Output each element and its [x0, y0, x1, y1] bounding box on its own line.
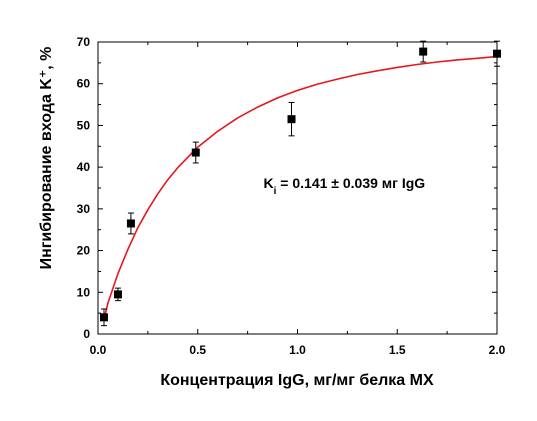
- ki-annotation: Ki = 0.141 ± 0.039 мг IgG: [264, 175, 426, 197]
- y-tick-label: 0: [83, 327, 90, 341]
- y-tick-label: 60: [77, 77, 91, 91]
- x-axis-title: Концентрация IgG, мг/мг белка МХ: [160, 372, 434, 389]
- x-tick-label: 0.5: [189, 343, 206, 357]
- fit-curve: [103, 55, 498, 320]
- y-tick-label: 20: [77, 244, 91, 258]
- chart-labels: Концентрация IgG, мг/мг белка МХ Ингибир…: [38, 47, 434, 389]
- y-tick-label: 30: [77, 202, 91, 216]
- y-tick-label: 70: [77, 35, 91, 49]
- x-tick-label: 1.0: [289, 343, 306, 357]
- y-axis-title: Ингибирование входа K⁺, %: [38, 47, 55, 270]
- x-tick-label: 1.5: [389, 343, 406, 357]
- data-point: [126, 219, 135, 228]
- x-tick-label: 0.0: [90, 343, 107, 357]
- data-point: [191, 148, 200, 157]
- axes: 0.0 0.5 1.0 1.5 2.0 0 10 20 30 40 50 60 70: [77, 35, 506, 357]
- data-point: [419, 47, 428, 56]
- ki-prefix: K: [264, 175, 274, 191]
- ki-value: = 0.141 ± 0.039 мг IgG: [276, 175, 425, 191]
- y-tick-label: 10: [77, 285, 91, 299]
- y-tick-label: 50: [77, 118, 91, 132]
- data-point: [99, 313, 108, 322]
- data-point: [113, 290, 122, 299]
- y-tick-label: 40: [77, 160, 91, 174]
- data-point: [287, 115, 296, 124]
- x-tick-label: 2.0: [489, 343, 506, 357]
- ki-subscript: i: [274, 186, 277, 197]
